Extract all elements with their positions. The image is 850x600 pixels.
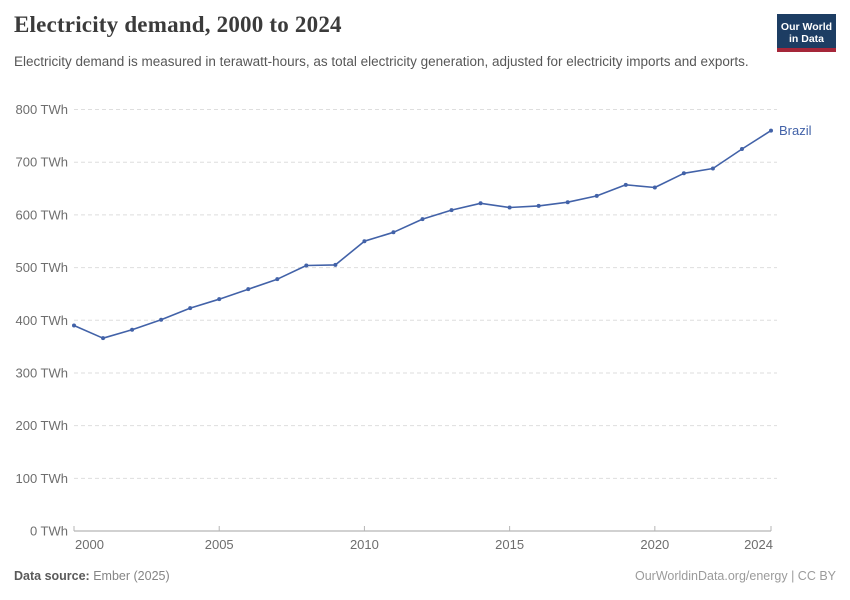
owid-logo[interactable]: Our World in Data (777, 14, 836, 52)
y-axis-label: 0 TWh (30, 524, 68, 539)
y-axis-label: 600 TWh (15, 207, 68, 222)
data-point-2014[interactable] (478, 201, 483, 206)
data-point-2011[interactable] (391, 230, 396, 235)
x-axis-label: 2005 (205, 537, 234, 552)
data-point-2020[interactable] (652, 185, 657, 190)
data-point-2008[interactable] (304, 263, 309, 268)
data-point-2009[interactable] (333, 262, 338, 267)
owid-logo-line1: Our World (780, 21, 833, 33)
data-point-2024[interactable] (769, 128, 773, 133)
y-axis-label: 200 TWh (15, 418, 68, 433)
data-point-2005[interactable] (217, 297, 222, 302)
data-point-2001[interactable] (101, 336, 106, 341)
data-point-2022[interactable] (710, 166, 715, 171)
data-point-2016[interactable] (536, 203, 541, 208)
data-source-value: Ember (2025) (89, 569, 170, 583)
data-point-2010[interactable] (362, 239, 367, 244)
y-axis-label: 800 TWh (15, 102, 68, 117)
x-axis-label: 2024 (744, 537, 773, 552)
data-point-2015[interactable] (507, 205, 512, 210)
x-axis-label: 2010 (350, 537, 379, 552)
data-source: Data source: Ember (2025) (14, 569, 170, 583)
data-point-2012[interactable] (420, 217, 425, 222)
data-point-2023[interactable] (739, 147, 744, 152)
y-axis-label: 700 TWh (15, 155, 68, 170)
credit-line: OurWorldinData.org/energy | CC BY (634, 569, 836, 583)
x-axis-label: 2000 (75, 537, 104, 552)
y-axis-label: 500 TWh (15, 260, 68, 275)
owid-logo-line2: in Data (788, 33, 824, 45)
data-source-label: Data source: (14, 569, 90, 583)
data-point-2000[interactable] (72, 323, 76, 328)
x-axis-label: 2020 (640, 537, 669, 552)
series-line-brazil[interactable] (73, 129, 772, 340)
data-point-2013[interactable] (449, 208, 454, 213)
series-label-brazil: Brazil (779, 123, 812, 138)
chart-subtitle: Electricity demand is measured in terawa… (14, 54, 749, 69)
data-point-2019[interactable] (623, 182, 628, 187)
y-axis-label: 300 TWh (15, 365, 68, 380)
y-axis-label: 100 TWh (15, 471, 68, 486)
data-point-2007[interactable] (275, 277, 280, 282)
data-point-2021[interactable] (681, 171, 686, 176)
data-point-2017[interactable] (565, 200, 570, 205)
owid-logo-red-bar (777, 48, 836, 52)
data-point-2018[interactable] (594, 193, 599, 198)
y-axis-label: 400 TWh (15, 313, 68, 328)
page-title: Electricity demand, 2000 to 2024 (14, 12, 342, 37)
data-point-2004[interactable] (188, 306, 193, 311)
data-point-2003[interactable] (159, 317, 164, 322)
data-point-2002[interactable] (130, 327, 135, 332)
data-point-2006[interactable] (246, 287, 251, 292)
x-axis-label: 2015 (495, 537, 524, 552)
